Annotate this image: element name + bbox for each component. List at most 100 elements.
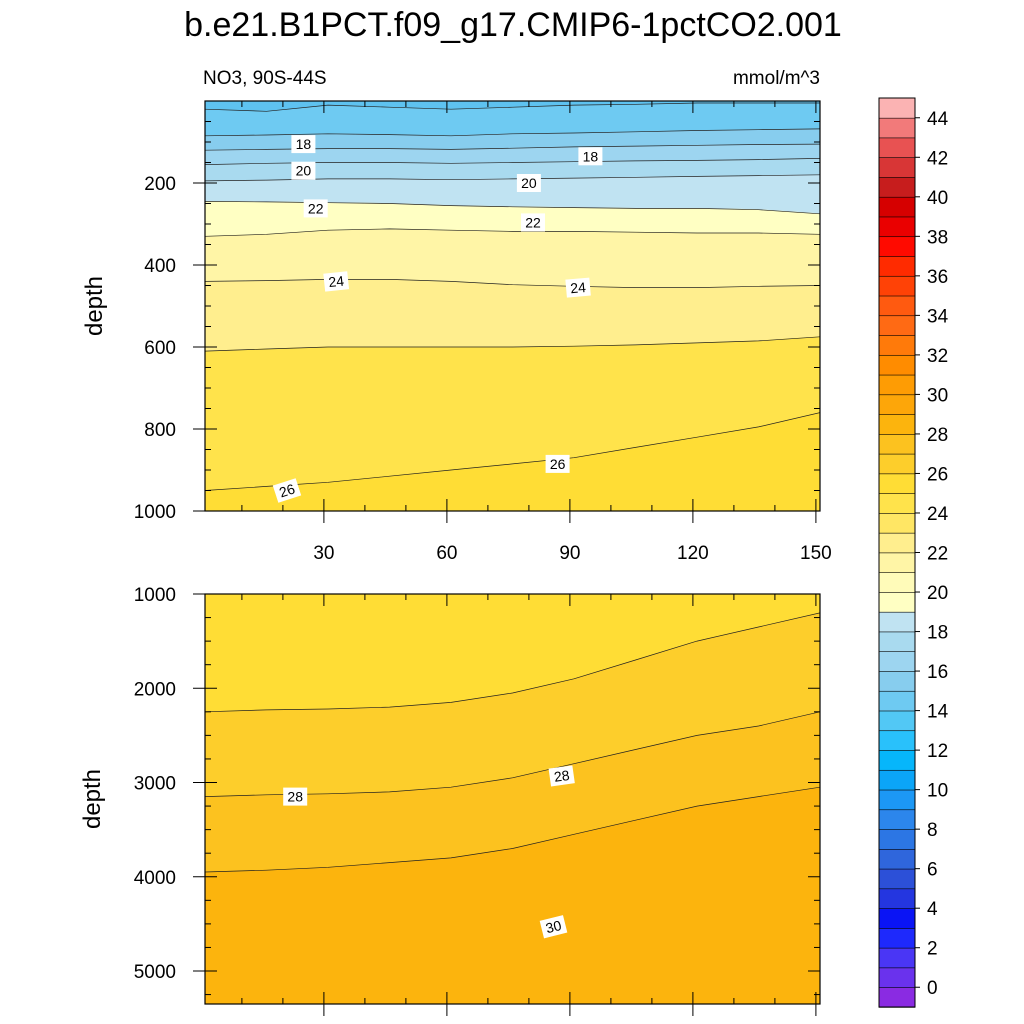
lower-y-tick-label: 5000	[134, 962, 176, 983]
colorbar-swatch	[878, 236, 916, 257]
colorbar-swatch	[878, 986, 916, 1008]
lower-x-axis	[241, 594, 817, 1016]
lower-y-tick-label: 3000	[134, 774, 176, 795]
colorbar-swatch	[878, 710, 916, 732]
colorbar-swatch	[878, 947, 916, 969]
colorbar-swatch	[878, 670, 916, 692]
colorbar-swatch	[878, 730, 916, 751]
colorbar-swatch	[878, 117, 916, 139]
colorbar-swatch	[878, 532, 916, 554]
upper-x-tick-label: 30	[313, 543, 334, 564]
colorbar-swatch	[878, 749, 916, 771]
colorbar-label: 42	[927, 148, 948, 169]
colorbar-swatch	[878, 176, 916, 198]
upper-contour-line-7	[205, 279, 820, 288]
contour-label-text: 26	[550, 456, 566, 472]
colorbar-swatch	[878, 868, 916, 890]
colorbar-swatch	[878, 888, 916, 909]
colorbar-label: 26	[927, 464, 948, 485]
colorbar-swatch	[878, 690, 916, 712]
colorbar-label: 2	[927, 939, 938, 960]
upper-contour-lines	[205, 102, 820, 491]
colorbar-swatch	[878, 512, 916, 534]
upper-x-tick-label: 150	[800, 543, 832, 564]
lower-contour-fill	[205, 594, 820, 1004]
upper-y-axis-title: depth	[81, 276, 108, 336]
contour-label-box	[291, 161, 316, 180]
upper-contour-label-4: 22	[303, 199, 328, 218]
upper-x-axis: 30 60 90 120 150	[241, 101, 832, 564]
contour-label-box	[539, 915, 568, 939]
colorbar-label: 4	[927, 899, 938, 920]
colorbar-swatch	[878, 591, 916, 613]
colorbar-swatch	[878, 789, 916, 811]
upper-contour-label-0: 18	[291, 135, 316, 154]
lower-contour-line-1	[205, 711, 820, 797]
lower-y-tick-label: 2000	[134, 679, 176, 700]
upper-contour-line-6	[205, 228, 820, 237]
colorbar-swatch	[878, 374, 916, 396]
contour-label-text: 28	[553, 767, 571, 785]
colorbar-label: 20	[927, 583, 948, 604]
colorbar-swatch	[878, 354, 916, 376]
upper-band-8	[205, 278, 820, 352]
colorbar-label: 40	[927, 188, 948, 209]
colorbar-label: 30	[927, 385, 948, 406]
lower-y-axis-title: depth	[79, 769, 106, 829]
upper-y-tick-label: 800	[144, 420, 176, 441]
contour-label-text: 18	[583, 148, 599, 164]
upper-contour-fill	[205, 101, 820, 511]
contour-label-box	[578, 147, 603, 166]
lower-contour-label-0: 28	[283, 787, 308, 806]
contour-label-box	[545, 454, 570, 473]
colorbar-label: 10	[927, 781, 948, 802]
colorbar-label: 32	[927, 346, 948, 367]
colorbar-label: 28	[927, 425, 948, 446]
colorbar-swatch	[878, 275, 916, 297]
colorbar-swatch	[878, 137, 916, 158]
colorbar-swatch	[878, 295, 916, 317]
colorbar-swatch	[878, 453, 916, 475]
colorbar-swatch	[878, 967, 916, 988]
upper-contour-label-9: 26	[545, 454, 570, 473]
upper-contour-line-8	[205, 336, 820, 352]
upper-contour-label-7: 24	[565, 277, 591, 298]
units-subtitle: mmol/m^3	[733, 68, 820, 89]
upper-contour-label-8: 26	[272, 478, 302, 503]
colorbar-swatch	[878, 809, 916, 830]
colorbar: 0246810121416182022242628303234363840424…	[878, 97, 949, 1008]
lower-contour-labels: 28 28 30	[283, 765, 575, 939]
contour-label-box	[323, 271, 350, 292]
colorbar-swatch	[878, 571, 916, 593]
upper-x-tick-label: 120	[677, 543, 709, 564]
colorbar-label: 16	[927, 662, 948, 683]
colorbar-label: 18	[927, 623, 948, 644]
lower-plot-frame	[204, 593, 821, 1005]
contour-label-text: 28	[287, 789, 303, 805]
upper-y-tick-label: 200	[144, 174, 176, 195]
colorbar-swatch	[878, 769, 916, 791]
contour-label-box	[283, 787, 308, 806]
upper-y-tick-label: 600	[144, 338, 176, 359]
contour-label-text: 26	[277, 480, 297, 500]
upper-contour-labels: 18 18 20 20 22 22 24 24 26 26	[272, 135, 603, 503]
contour-label-text: 22	[308, 200, 324, 216]
upper-contour-line-0	[205, 102, 820, 112]
upper-x-tick-label: 60	[436, 543, 457, 564]
contour-label-text: 20	[521, 175, 537, 191]
upper-contour-label-3: 20	[516, 174, 541, 192]
colorbar-swatch	[878, 394, 916, 415]
colorbar-swatch	[878, 631, 916, 652]
upper-y-axis: 200 400 600 800 1000	[134, 100, 820, 523]
lower-contour-lines	[205, 612, 820, 873]
upper-x-tick-label: 90	[559, 543, 580, 564]
contour-label-box	[516, 174, 541, 192]
contour-label-box	[291, 135, 316, 154]
upper-y-tick-label: 1000	[134, 502, 176, 523]
colorbar-label: 6	[927, 860, 938, 881]
colorbar-swatch	[878, 552, 916, 573]
upper-contour-label-5: 22	[521, 213, 545, 232]
upper-contour-line-9	[205, 412, 820, 491]
lower-y-tick-label: 4000	[134, 868, 176, 889]
contour-label-box	[272, 478, 302, 503]
